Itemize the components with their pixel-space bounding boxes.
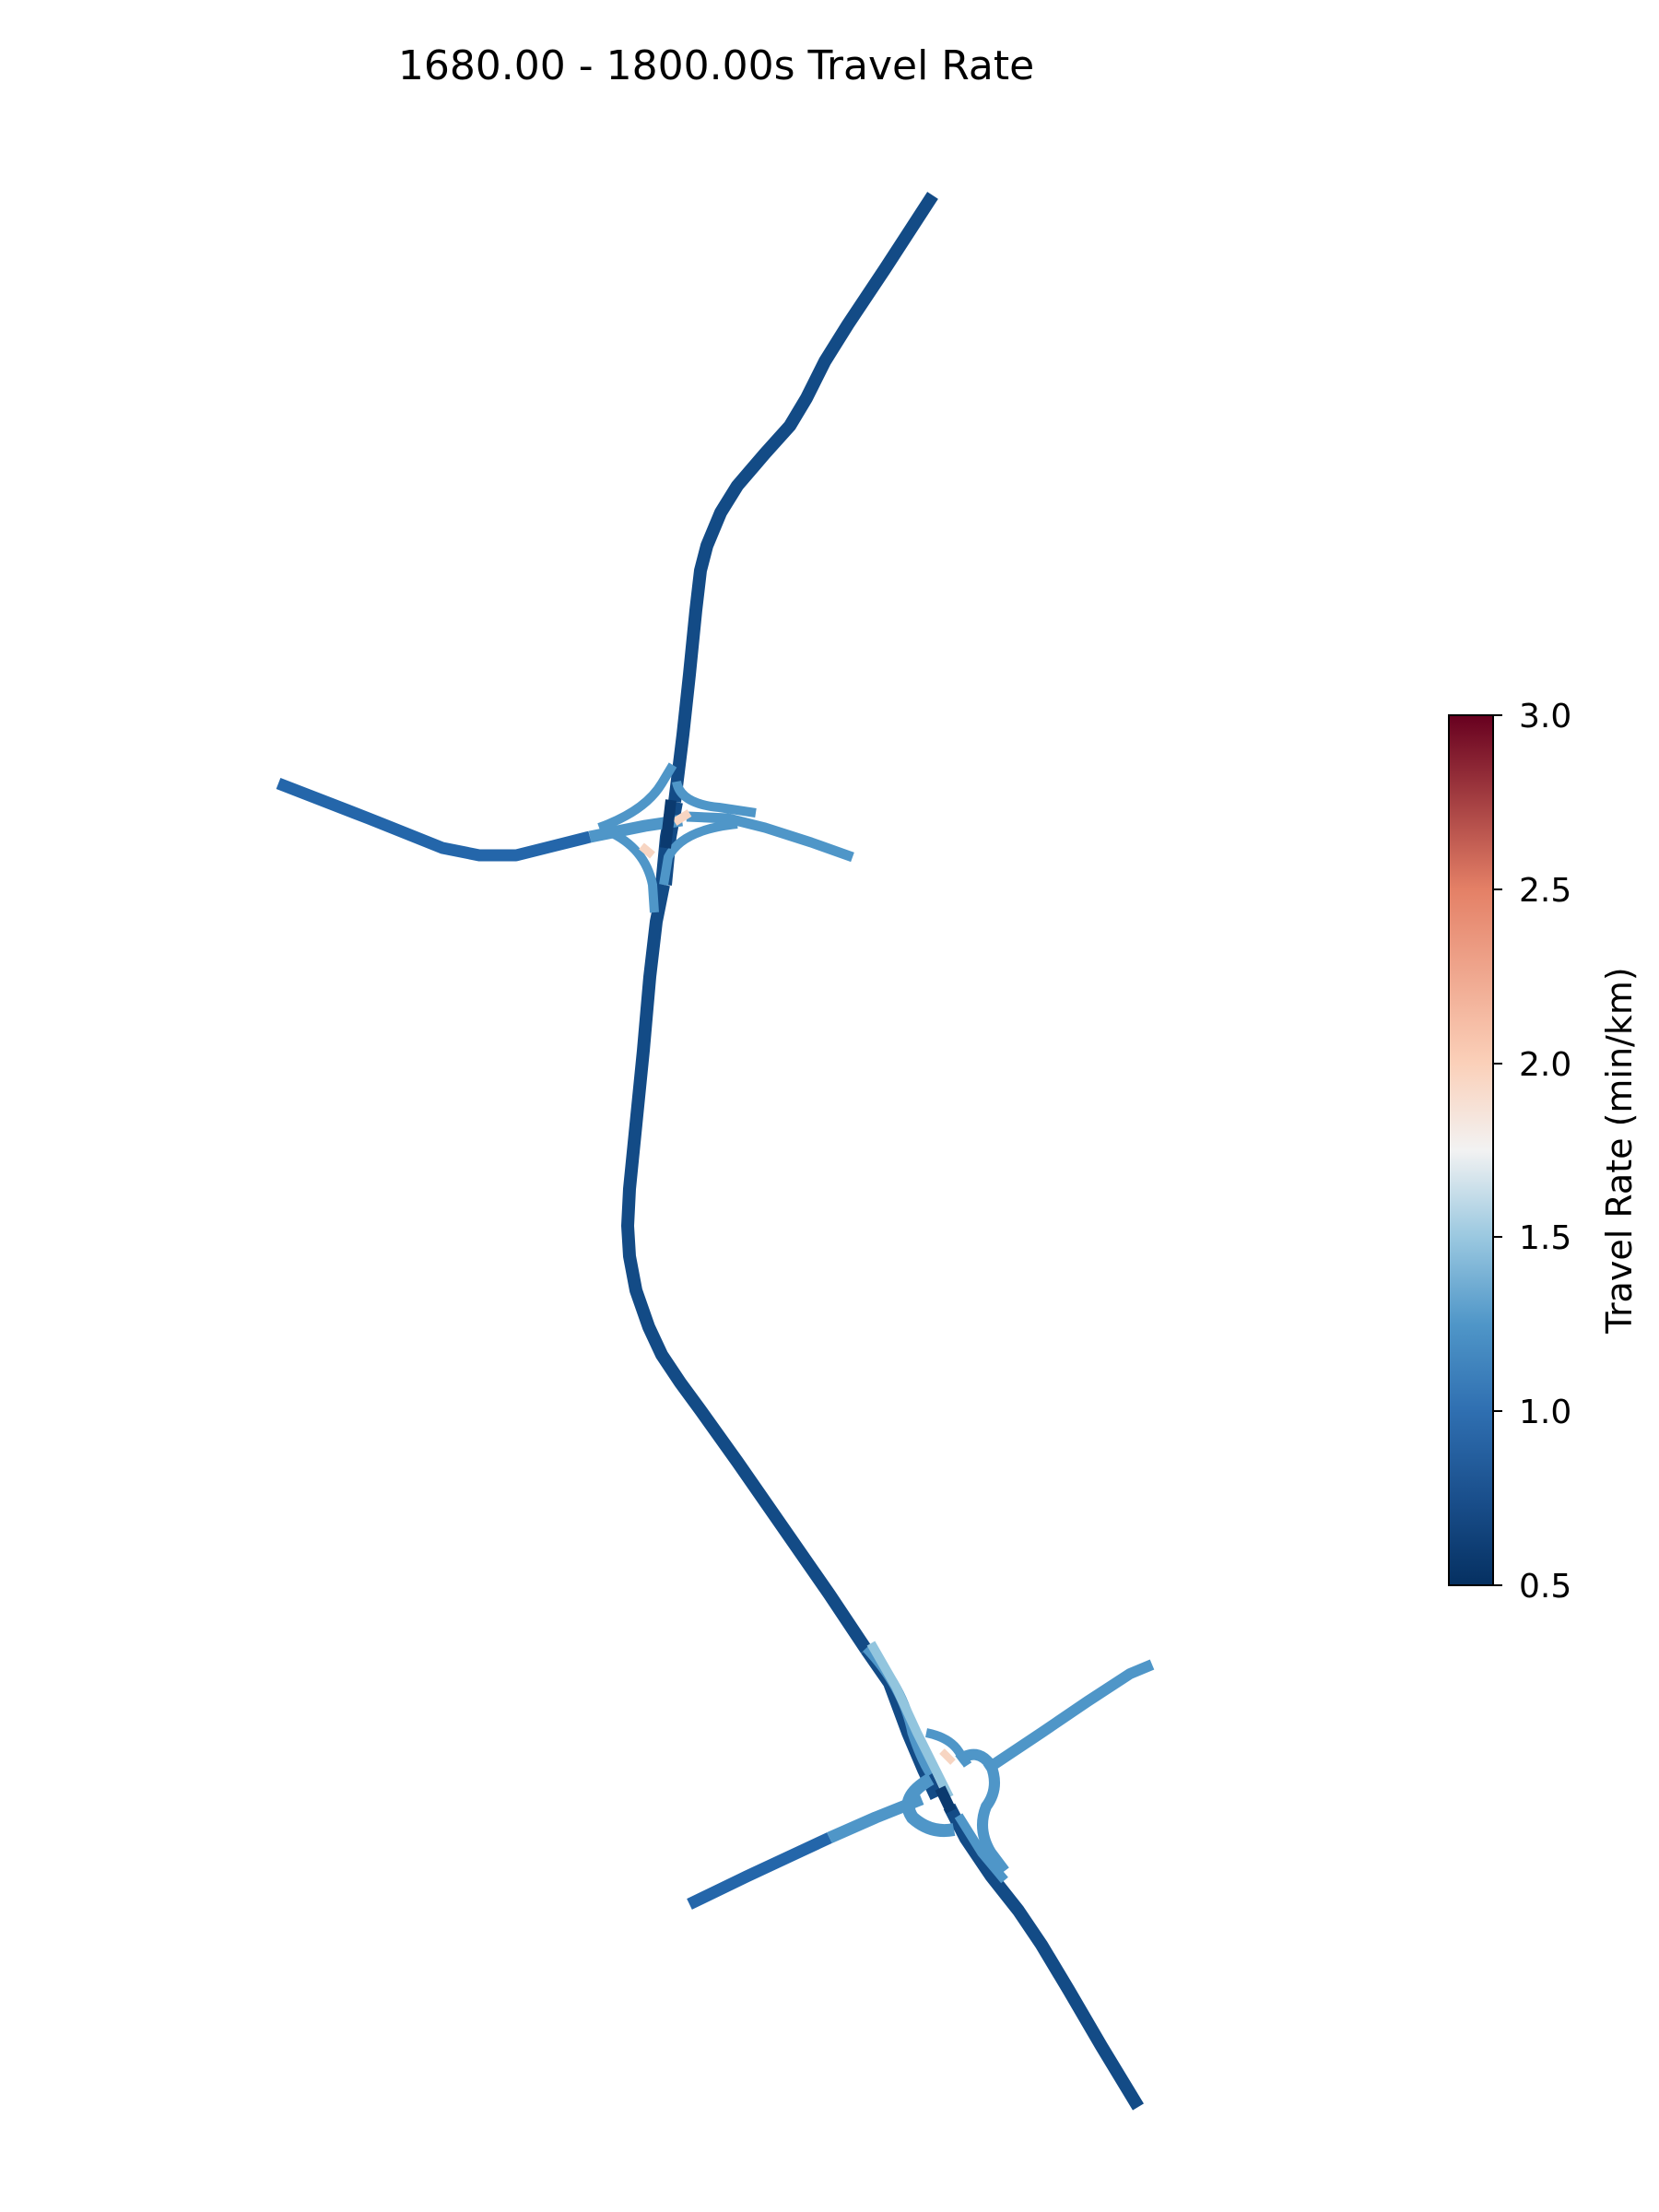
figure-title: 1680.00 - 1800.00s Travel Rate (398, 42, 1034, 89)
colorbar-tick-label: 2.5 (1519, 872, 1571, 910)
freeway-middle-segment (621, 883, 872, 1653)
north-interchange-freeway-core (660, 799, 677, 849)
south-interchange-ramp-light (866, 1641, 954, 1800)
colorbar-label: Travel Rate (min/km) (1599, 967, 1640, 1334)
north-interchange-congestion-hotspot-2 (639, 842, 655, 859)
north-interchange-ramp-northwest (597, 762, 677, 832)
colorbar-tick-label: 2.0 (1519, 1046, 1571, 1084)
colorbar-gradient (1448, 714, 1494, 1586)
north-interchange-ramp-southwest (606, 827, 659, 913)
northeast-arterial-road (982, 1659, 1155, 1774)
freeway-south-segment (943, 1803, 1144, 2111)
colorbar-tick-label: 3.0 (1519, 698, 1571, 735)
south-interchange-loop-west (901, 1772, 956, 1838)
south-interchange-ramp-northeast (924, 1728, 972, 1768)
north-interchange-ramp-southeast (659, 819, 738, 886)
colorbar: 0.5 1.0 1.5 2.0 2.5 3.0 Travel Rate (min… (1448, 698, 1640, 1606)
colorbar-tick-label: 1.0 (1519, 1394, 1571, 1431)
southwest-arterial-road (687, 1832, 832, 1910)
north-interchange-congestion-hotspot (672, 809, 692, 826)
west-arterial-road (276, 777, 592, 862)
south-interchange-congestion-hotspot (939, 1748, 956, 1765)
north-interchange-ramp-northeast (672, 780, 757, 818)
east-arterial-road (686, 811, 854, 863)
south-interchange-freeway-core (935, 1785, 957, 1814)
colorbar-tick-label: 1.5 (1519, 1219, 1571, 1257)
south-interchange-loop-east (955, 1748, 1009, 1875)
road-network-map (276, 192, 1155, 2111)
freeway-north-segment (668, 192, 938, 803)
south-interchange-ramp-southeast (954, 1813, 1008, 1884)
colorbar-ticks: 0.5 1.0 1.5 2.0 2.5 3.0 (1493, 698, 1571, 1606)
colorbar-tick-label: 0.5 (1519, 1568, 1571, 1606)
